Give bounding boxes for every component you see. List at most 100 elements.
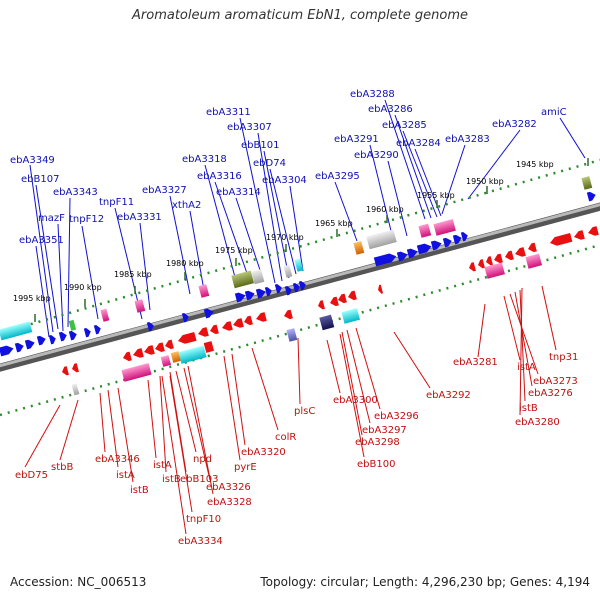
rna-feature [203, 341, 215, 353]
leader-line [81, 225, 99, 320]
leader-line [509, 293, 539, 375]
rna-feature [484, 262, 505, 279]
gene-label: ebA3295 [315, 171, 360, 182]
reverse-gene [528, 242, 537, 253]
reverse-gene [284, 309, 293, 320]
leader-line [393, 331, 431, 389]
gene-label: ebA3346 [95, 454, 140, 465]
reverse-gene [133, 348, 144, 358]
reverse-gene [233, 318, 244, 328]
ruler-label: 1960 kbp [366, 205, 404, 214]
gene-label: ebA3297 [362, 425, 407, 436]
gene-label: istB [130, 485, 149, 496]
rna-feature [178, 345, 207, 364]
leader-line [263, 150, 290, 279]
leader-line [117, 387, 134, 483]
leader-line [369, 144, 394, 240]
gene-label: ebA3334 [178, 536, 223, 547]
ruler-label: 1980 kbp [166, 259, 204, 268]
forward-gene [68, 330, 77, 341]
gene-label: ebA3281 [453, 357, 498, 368]
bottom-gene-labels: ebD75 stbB ebA3346 istA istB istA istB e… [15, 352, 578, 547]
reverse-gene [505, 250, 514, 261]
reverse-gene [144, 345, 155, 355]
reverse-gene [478, 259, 485, 269]
gene-label: ebA3304 [262, 175, 307, 186]
rna-feature [198, 284, 210, 298]
rna-feature [251, 269, 265, 285]
forward-gene [452, 234, 462, 245]
ruler-dotted-top [0, 158, 600, 335]
leader-line [334, 181, 358, 242]
top-gene-labels: ebA3349 ebB107 ebA3343 tnpF11 mazF tnpF1… [10, 89, 567, 246]
leader-line [326, 339, 341, 394]
leader-line [35, 245, 50, 338]
leader-line [289, 185, 304, 272]
leader-line [189, 210, 206, 297]
gene-label: ebA3311 [206, 107, 251, 118]
rna-feature [525, 253, 543, 269]
reverse-gene [244, 315, 253, 326]
gene-label: ebA3349 [10, 155, 55, 166]
gene-label: ebD74 [253, 158, 286, 169]
leader-line [346, 329, 371, 424]
gene-label: ebA3273 [533, 376, 578, 387]
leader-line [214, 181, 250, 280]
leader-line [223, 355, 241, 461]
reverse-gene [494, 253, 503, 264]
gene-label: ebB100 [357, 459, 395, 470]
rna-feature [353, 241, 365, 255]
forward-gene [36, 335, 46, 346]
forward-gene [586, 191, 596, 202]
forward-gene [284, 286, 292, 296]
rna-feature [341, 308, 361, 324]
reverse-gene [515, 247, 526, 257]
leader-line [169, 375, 193, 513]
rna-feature [319, 314, 335, 331]
rna-feature [68, 319, 77, 331]
leader-line [29, 164, 54, 333]
leader-line [297, 337, 301, 405]
reverse-gene [338, 293, 347, 304]
forward-gene [14, 342, 24, 353]
forward-gene [93, 325, 101, 335]
gene-features [0, 176, 599, 396]
rna-feature [160, 355, 172, 367]
genome-title: Aromatoleum aromaticum EbN1, complete ge… [132, 8, 468, 23]
reverse-gene [330, 296, 339, 307]
gene-label: istA [153, 460, 172, 471]
ruler-label: 1975 kbp [215, 246, 253, 255]
gene-label: ebA3296 [374, 411, 419, 422]
gene-label: ebB107 [21, 174, 59, 185]
leader-line [139, 222, 151, 311]
gene-label: ebA3300 [333, 395, 378, 406]
gene-label: pyrE [234, 462, 257, 473]
rna-feature [581, 176, 593, 190]
rna-feature [283, 264, 293, 278]
leader-line [35, 184, 59, 330]
gene-label: ebB101 [241, 140, 279, 151]
leader-lines [24, 99, 586, 535]
reverse-gene [378, 284, 384, 294]
gene-label: plsC [294, 406, 315, 417]
reverse-gene [178, 331, 197, 344]
gene-label: istA [517, 362, 536, 373]
gene-label: ebA3318 [182, 154, 227, 165]
leader-line [183, 367, 211, 481]
forward-gene [430, 240, 442, 251]
reverse-gene [550, 232, 573, 246]
leader-line [503, 295, 521, 361]
gene-label: ebA3326 [206, 482, 251, 493]
rna-feature [0, 321, 33, 341]
gene-label: ebA3307 [227, 122, 272, 133]
gene-label: ebA3320 [241, 447, 286, 458]
genome-summary-text: Topology: circular; Length: 4,296,230 bp… [260, 575, 590, 589]
rna-feature [134, 299, 146, 313]
rna-feature [71, 383, 80, 396]
leader-line [231, 353, 246, 446]
ruler-label: 1990 kbp [64, 283, 102, 292]
leader-line [341, 331, 363, 436]
gene-label: ebA3343 [53, 187, 98, 198]
gene-label: tnpF10 [186, 514, 221, 525]
forward-gene [373, 253, 397, 267]
